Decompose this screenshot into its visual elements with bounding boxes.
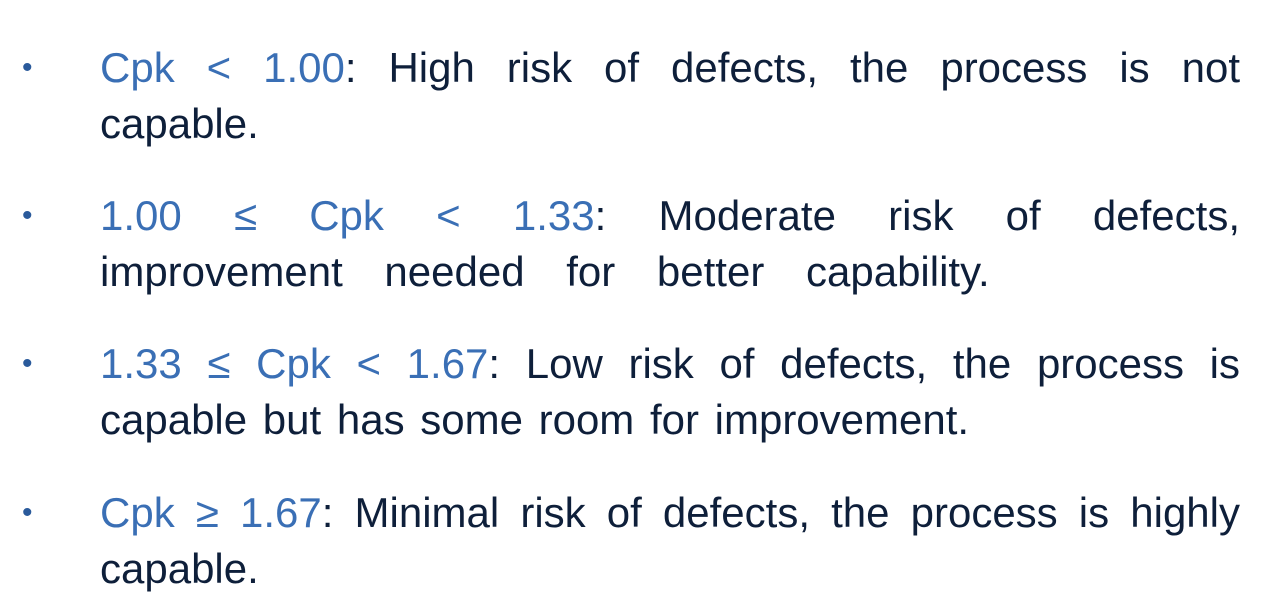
cpk-description: : High risk of defects, the process is n… xyxy=(100,44,1240,147)
cpk-description: : Minimal risk of defects, the process i… xyxy=(100,489,1240,592)
bullet-icon: • xyxy=(22,199,33,232)
cpk-description: : Low risk of defects, the process is ca… xyxy=(100,340,1240,443)
cpk-description: : Moderate risk of defects, improvement … xyxy=(100,192,1240,295)
cpk-range-term: Cpk ≥ 1.67 xyxy=(100,489,322,536)
bullet-text: 1.00 ≤ Cpk < 1.33: Moderate risk of defe… xyxy=(100,188,1240,300)
bullet-icon: • xyxy=(22,51,33,84)
bullet-text: Cpk ≥ 1.67: Minimal risk of defects, the… xyxy=(100,485,1240,597)
cpk-range-term: 1.00 ≤ Cpk < 1.33 xyxy=(100,192,595,239)
cpk-range-term: Cpk < 1.00 xyxy=(100,44,345,91)
bullet-text: 1.33 ≤ Cpk < 1.67: Low risk of defects, … xyxy=(100,336,1240,448)
bullet-icon: • xyxy=(22,496,33,529)
cpk-range-term: 1.33 ≤ Cpk < 1.67 xyxy=(100,340,489,387)
bullet-icon: • xyxy=(22,347,33,380)
bullet-text: Cpk < 1.00: High risk of defects, the pr… xyxy=(100,40,1240,152)
